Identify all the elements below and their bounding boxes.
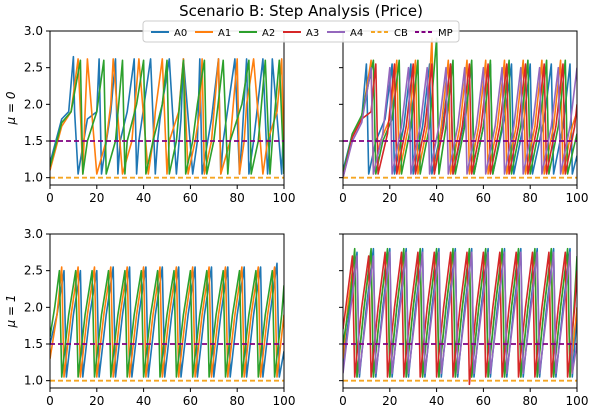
x-tick-label: 20 <box>382 191 397 205</box>
x-tick-label: 20 <box>89 191 104 205</box>
x-tick-label: 60 <box>183 191 198 205</box>
subplot-1-1: 0 20 40 60 80 100 <box>339 233 589 408</box>
y-tick-label: 2.0 <box>24 300 43 314</box>
figure-title: Scenario B: Step Analysis (Price) <box>179 2 423 20</box>
y-tick-label: 1.5 <box>24 337 43 351</box>
x-tick-label: 40 <box>429 394 444 408</box>
legend-item-A0: A0 <box>151 28 187 39</box>
x-tick-label: 40 <box>136 394 151 408</box>
x-tick-label: 20 <box>382 394 397 408</box>
legend-item-A2: A2 <box>239 28 275 39</box>
subplot-0-0: 0 20 40 60 80 100 1.0 1.5 2.0 2.5 3.0 μ = 0 <box>4 24 295 205</box>
legend-label: A4 <box>350 28 363 39</box>
y-tick-label: 2.5 <box>24 61 43 75</box>
series-line-A3 <box>343 251 577 386</box>
y-tick-label: 2.0 <box>24 97 43 111</box>
x-tick-label: 80 <box>230 191 245 205</box>
x-tick-label: 40 <box>136 191 151 205</box>
series-line-A2 <box>343 37 577 175</box>
series-line-A4 <box>343 66 577 178</box>
x-tick-label: 60 <box>183 394 198 408</box>
x-tick-label: 20 <box>89 394 104 408</box>
x-tick-label: 80 <box>523 191 538 205</box>
y-axis-label: μ = 1 <box>4 295 18 329</box>
legend-label: A1 <box>218 28 231 39</box>
legend-item-MP: MP <box>415 28 453 39</box>
legend-item-A1: A1 <box>195 28 231 39</box>
x-tick-label: 60 <box>476 394 491 408</box>
y-tick-label: 1.0 <box>24 171 43 185</box>
x-tick-label: 100 <box>273 191 296 205</box>
x-tick-label: 40 <box>429 191 444 205</box>
series-line-A1 <box>50 58 284 175</box>
subplot-0-1: 0 20 40 60 80 100 <box>339 30 589 205</box>
legend: A0 A1 A2 A3 A4 CB MP <box>142 20 460 43</box>
x-tick-label: 100 <box>566 394 589 408</box>
legend-item-CB: CB <box>371 28 408 39</box>
subplot-1-0: 0 20 40 60 80 100 1.0 1.5 2.0 2.5 3.0 μ = 1 <box>4 227 295 408</box>
legend-label: MP <box>438 28 453 39</box>
series-line-A4 <box>343 251 577 375</box>
x-tick-label: 0 <box>339 191 347 205</box>
series-line-A2 <box>50 59 284 175</box>
series-line-A0 <box>50 55 284 175</box>
y-tick-label: 3.0 <box>24 24 43 38</box>
x-tick-label: 60 <box>476 191 491 205</box>
y-tick-label: 1.0 <box>24 374 43 388</box>
x-tick-label: 0 <box>46 394 54 408</box>
subplot-grid: 0 20 40 60 80 100 1.0 1.5 2.0 2.5 3.0 μ = 0 0 20 40 60 8… <box>4 24 588 408</box>
x-tick-label: 0 <box>46 191 54 205</box>
axes-frame <box>342 233 578 389</box>
y-tick-label: 2.5 <box>24 264 43 278</box>
legend-label: A3 <box>306 28 319 39</box>
axes-frame <box>49 233 285 389</box>
y-tick-label: 1.5 <box>24 134 43 148</box>
y-axis-label: μ = 0 <box>4 91 18 125</box>
legend-label: A0 <box>174 28 187 39</box>
x-tick-label: 80 <box>523 394 538 408</box>
x-tick-label: 0 <box>339 394 347 408</box>
legend-label: A2 <box>262 28 275 39</box>
axes-frame <box>342 30 578 186</box>
x-tick-label: 100 <box>566 191 589 205</box>
x-tick-label: 100 <box>273 394 296 408</box>
series-line-A2 <box>50 269 284 378</box>
legend-item-A3: A3 <box>283 28 319 39</box>
y-tick-label: 3.0 <box>24 227 43 241</box>
legend-label: CB <box>394 28 408 39</box>
x-tick-label: 80 <box>230 394 245 408</box>
legend-item-A4: A4 <box>327 28 363 39</box>
